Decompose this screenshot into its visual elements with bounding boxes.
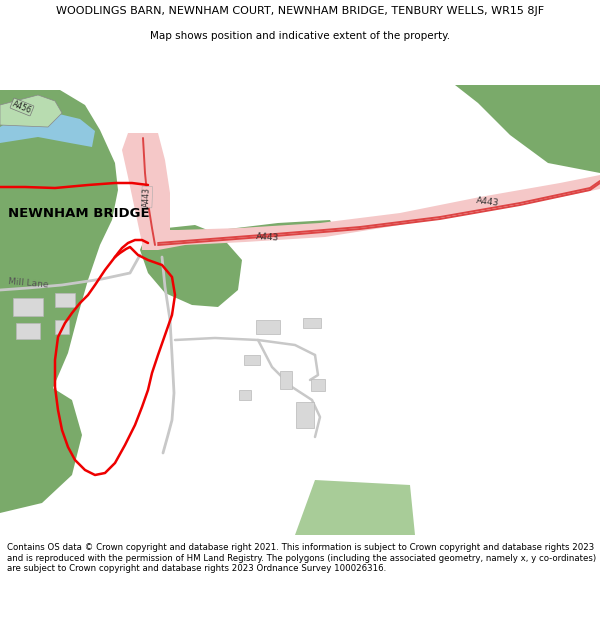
Polygon shape (0, 113, 95, 147)
Bar (55, 320, 69, 334)
Bar (256, 320, 280, 334)
Polygon shape (140, 225, 242, 307)
Bar (280, 371, 292, 389)
Bar (239, 390, 251, 400)
Text: A443: A443 (476, 196, 500, 208)
Polygon shape (295, 480, 415, 535)
Polygon shape (0, 90, 118, 490)
Text: Contains OS data © Crown copyright and database right 2021. This information is : Contains OS data © Crown copyright and d… (7, 543, 596, 573)
Polygon shape (178, 220, 335, 248)
Polygon shape (455, 85, 600, 173)
Bar (303, 318, 321, 328)
Polygon shape (0, 385, 82, 513)
Polygon shape (0, 95, 62, 127)
Bar (296, 402, 314, 428)
Bar (311, 379, 325, 391)
Text: NEWNHAM BRIDGE: NEWNHAM BRIDGE (8, 206, 149, 219)
Text: A443: A443 (142, 187, 152, 207)
Polygon shape (122, 133, 170, 247)
Text: A456: A456 (11, 99, 33, 115)
Bar (13, 298, 43, 316)
Text: A443: A443 (256, 232, 280, 242)
Text: Map shows position and indicative extent of the property.: Map shows position and indicative extent… (150, 31, 450, 41)
Polygon shape (142, 175, 600, 250)
Text: WOODLINGS BARN, NEWNHAM COURT, NEWNHAM BRIDGE, TENBURY WELLS, WR15 8JF: WOODLINGS BARN, NEWNHAM COURT, NEWNHAM B… (56, 6, 544, 16)
Text: Mill Lane: Mill Lane (8, 277, 49, 289)
Bar (16, 323, 40, 339)
Bar (55, 293, 75, 307)
Bar (244, 355, 260, 365)
